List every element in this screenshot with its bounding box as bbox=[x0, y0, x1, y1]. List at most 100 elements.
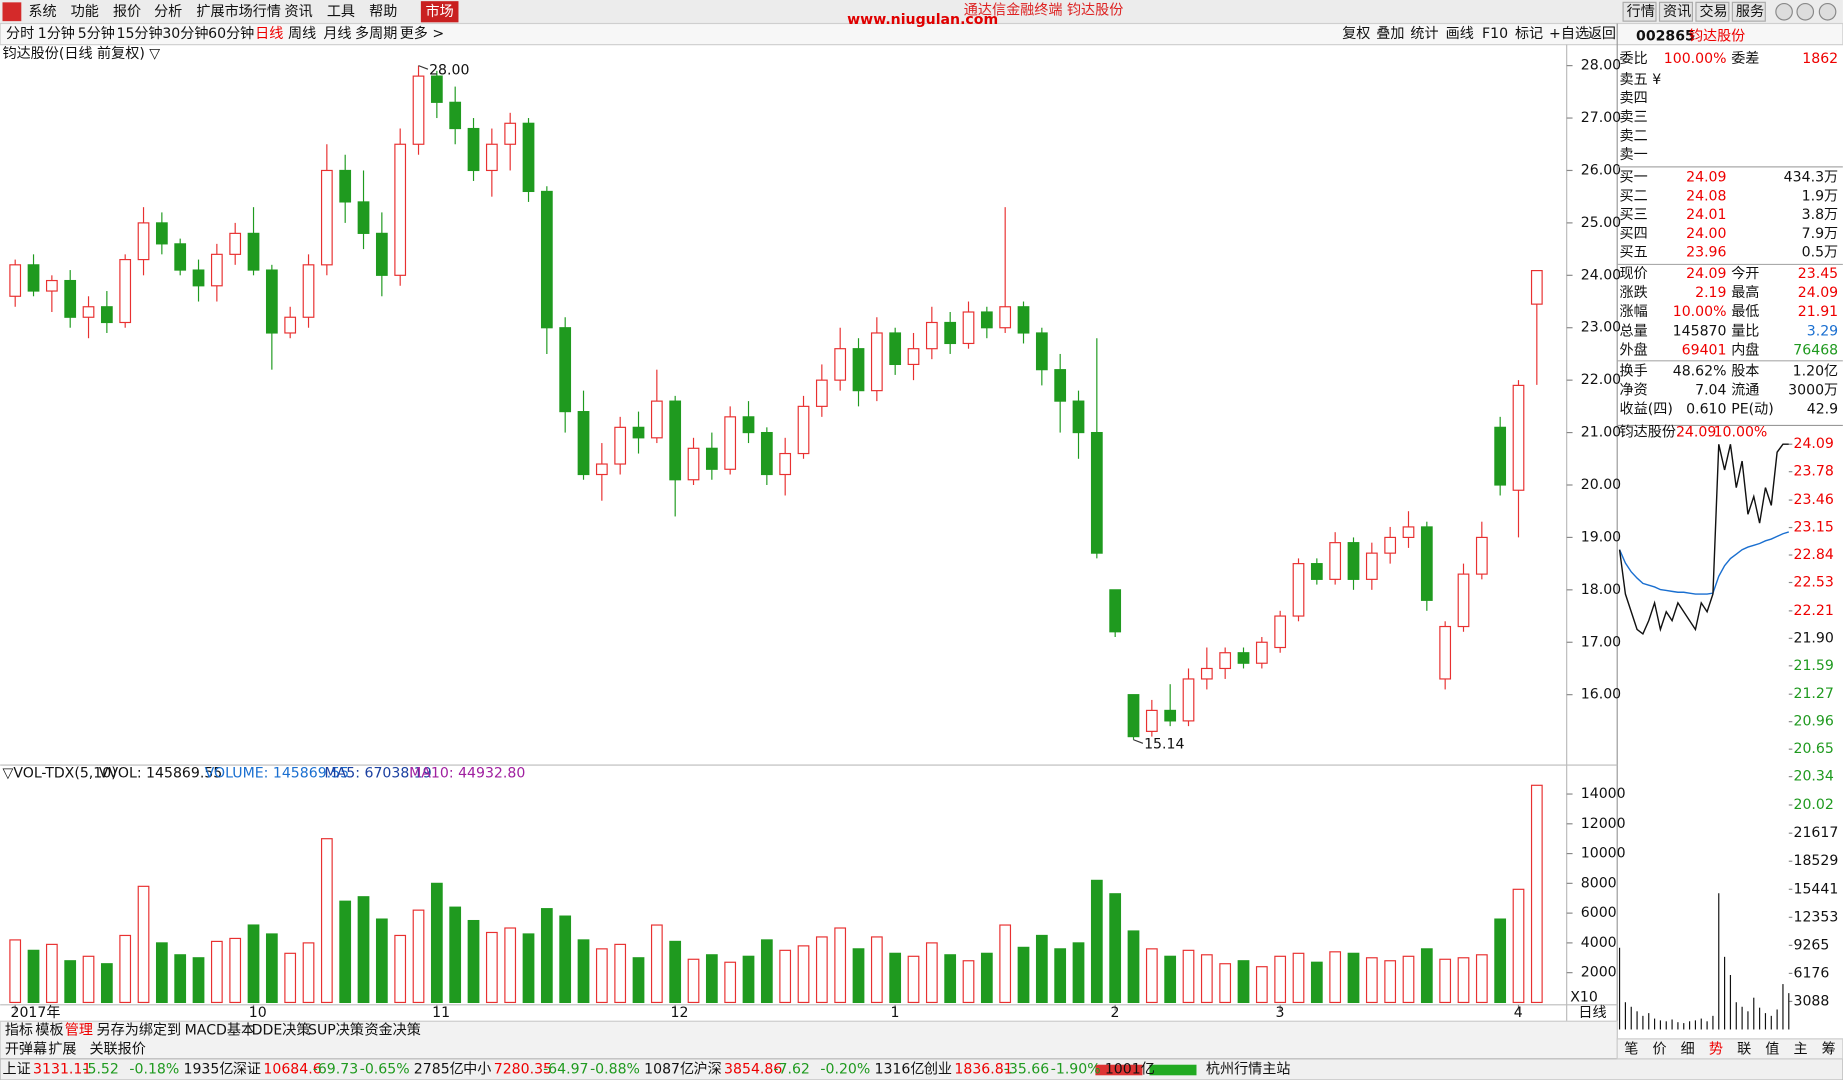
y-tick-label: 18529 bbox=[1793, 853, 1838, 869]
candle-body bbox=[705, 447, 718, 470]
minimize-button[interactable] bbox=[1775, 2, 1793, 21]
menu-item[interactable]: 分析 bbox=[154, 4, 182, 20]
indicator-tab[interactable]: 管理 bbox=[65, 1023, 93, 1039]
menu-item[interactable]: 功能 bbox=[71, 4, 99, 20]
period-tab[interactable]: 更多 > bbox=[400, 25, 444, 42]
intraday-tab[interactable]: 联 bbox=[1737, 1041, 1751, 1057]
candle-body bbox=[229, 232, 242, 255]
menu-item[interactable]: 帮助 bbox=[369, 4, 397, 20]
candle-body bbox=[870, 332, 883, 392]
top-button-label[interactable]: 资讯 bbox=[1663, 4, 1691, 20]
menu-item[interactable]: 工具 bbox=[327, 4, 355, 20]
top-button[interactable] bbox=[1658, 1, 1694, 22]
period-tab[interactable]: 月线 bbox=[323, 26, 351, 42]
top-button[interactable] bbox=[1695, 1, 1730, 22]
volume-bar bbox=[944, 954, 957, 1004]
close-button[interactable] bbox=[1818, 2, 1837, 21]
period-tab[interactable]: 60分钟 bbox=[208, 25, 254, 42]
period-label: 日线 bbox=[1578, 1005, 1606, 1021]
quote-value: 21.91 bbox=[1798, 304, 1838, 320]
tool-button[interactable]: 叠加 bbox=[1376, 26, 1404, 42]
annotation-leader bbox=[1133, 739, 1144, 744]
indicator-tab[interactable]: 模板 bbox=[35, 1023, 63, 1039]
quote-label: 今开 bbox=[1731, 266, 1759, 282]
annotation: 28.00 bbox=[429, 62, 469, 78]
menu-item[interactable]: 系统 bbox=[28, 4, 56, 20]
buy-price: 24.08 bbox=[1686, 188, 1726, 204]
tool-button[interactable]: 画线 bbox=[1446, 26, 1474, 42]
feature-tab[interactable]: 扩展 bbox=[48, 1041, 76, 1057]
period-tab[interactable]: 30分钟 bbox=[162, 25, 208, 42]
y-tick-label: 28.00 bbox=[1581, 58, 1621, 74]
tool-button[interactable]: 统计 bbox=[1410, 26, 1438, 42]
menu-item[interactable]: 资讯 bbox=[285, 4, 313, 20]
indicator-tab[interactable]: 指标 bbox=[5, 1023, 33, 1039]
status-item: 3854.86 bbox=[724, 1061, 782, 1077]
period-tab[interactable]: 周线 bbox=[288, 26, 316, 42]
volume-bar bbox=[1072, 942, 1085, 1004]
indicator-tab[interactable]: MACD基本 bbox=[185, 1022, 255, 1039]
status-indicator bbox=[1149, 1064, 1197, 1076]
volume-bar bbox=[284, 952, 297, 1004]
period-tab[interactable]: 1分钟 bbox=[38, 25, 75, 42]
y-tick-label: 23.78 bbox=[1793, 464, 1833, 480]
indicator-tab[interactable]: SUP决策 bbox=[308, 1022, 364, 1039]
quote-value: 145870 bbox=[1673, 323, 1727, 339]
intraday-tab[interactable]: 势 bbox=[1709, 1041, 1723, 1057]
volume-bar bbox=[137, 885, 150, 1004]
annotation-leader bbox=[418, 65, 429, 70]
intraday-tab[interactable]: 价 bbox=[1652, 1041, 1666, 1057]
volume-bar bbox=[1255, 966, 1268, 1004]
tool-button[interactable]: F10 bbox=[1482, 26, 1508, 42]
period-tab[interactable]: 5分钟 bbox=[78, 25, 115, 42]
quote-label: PE(动) bbox=[1731, 402, 1774, 418]
status-item: 7280.35 bbox=[494, 1061, 552, 1077]
period-tab[interactable]: 分时 bbox=[6, 26, 34, 42]
intraday-tab[interactable]: 主 bbox=[1793, 1041, 1807, 1057]
top-button[interactable] bbox=[1731, 1, 1766, 22]
intraday-tab[interactable]: 笔 bbox=[1624, 1041, 1638, 1057]
market-tab[interactable]: 市场 bbox=[426, 3, 454, 20]
volume-bar bbox=[467, 919, 480, 1004]
candle-body bbox=[1347, 542, 1360, 580]
tool-button[interactable]: 标记 bbox=[1515, 26, 1543, 42]
indicator-tab[interactable]: 另存为 bbox=[97, 1023, 139, 1039]
volume-bar bbox=[174, 954, 187, 1004]
candle-body bbox=[1402, 526, 1415, 539]
volume-bar bbox=[760, 939, 773, 1004]
indicator-tab[interactable]: 绑定到 bbox=[139, 1023, 181, 1039]
indicator-tab[interactable]: 资金决策 bbox=[364, 1022, 420, 1039]
feature-tab[interactable]: 关联报价 bbox=[89, 1041, 145, 1057]
top-button-label[interactable]: 服务 bbox=[1736, 4, 1764, 20]
quote-label: 外盘 bbox=[1620, 341, 1648, 358]
period-tab[interactable]: 日线 bbox=[255, 26, 283, 42]
candle-body bbox=[1090, 431, 1103, 554]
tool-button[interactable]: 返回 bbox=[1588, 26, 1616, 42]
top-button[interactable] bbox=[1622, 1, 1657, 22]
app-icon bbox=[2, 2, 22, 22]
period-tab[interactable]: 多周期 bbox=[355, 25, 397, 42]
volume-bar bbox=[962, 960, 975, 1004]
period-tab[interactable]: 15分钟 bbox=[116, 25, 162, 42]
menu-item[interactable]: 扩展市场行情 bbox=[196, 3, 281, 20]
intraday-tab[interactable]: 筹 bbox=[1822, 1040, 1836, 1057]
tool-button[interactable]: +自选 bbox=[1549, 26, 1589, 42]
volume-bar bbox=[1274, 955, 1287, 1004]
status-item: -69.73 bbox=[313, 1061, 358, 1077]
intraday-tab[interactable]: 细 bbox=[1681, 1041, 1695, 1057]
feature-tab[interactable]: 开弹幕 bbox=[5, 1041, 47, 1057]
top-button-label[interactable]: 交易 bbox=[1699, 3, 1727, 20]
tool-button[interactable]: 复权 bbox=[1342, 25, 1370, 42]
intraday-tab[interactable]: 值 bbox=[1765, 1041, 1779, 1057]
volume-bar bbox=[265, 933, 278, 1004]
restore-button[interactable] bbox=[1796, 2, 1815, 21]
indicator-tab[interactable]: DDE决策 bbox=[252, 1022, 311, 1039]
status-item: -0.18% bbox=[129, 1061, 179, 1077]
menu-item[interactable]: 报价 bbox=[113, 4, 141, 20]
candle-body bbox=[907, 348, 920, 366]
y-tick-label: 23.00 bbox=[1581, 320, 1621, 336]
candle-body bbox=[155, 222, 168, 245]
top-button-label[interactable]: 行情 bbox=[1627, 4, 1655, 20]
buy-volume: 0.5万 bbox=[1802, 245, 1839, 261]
